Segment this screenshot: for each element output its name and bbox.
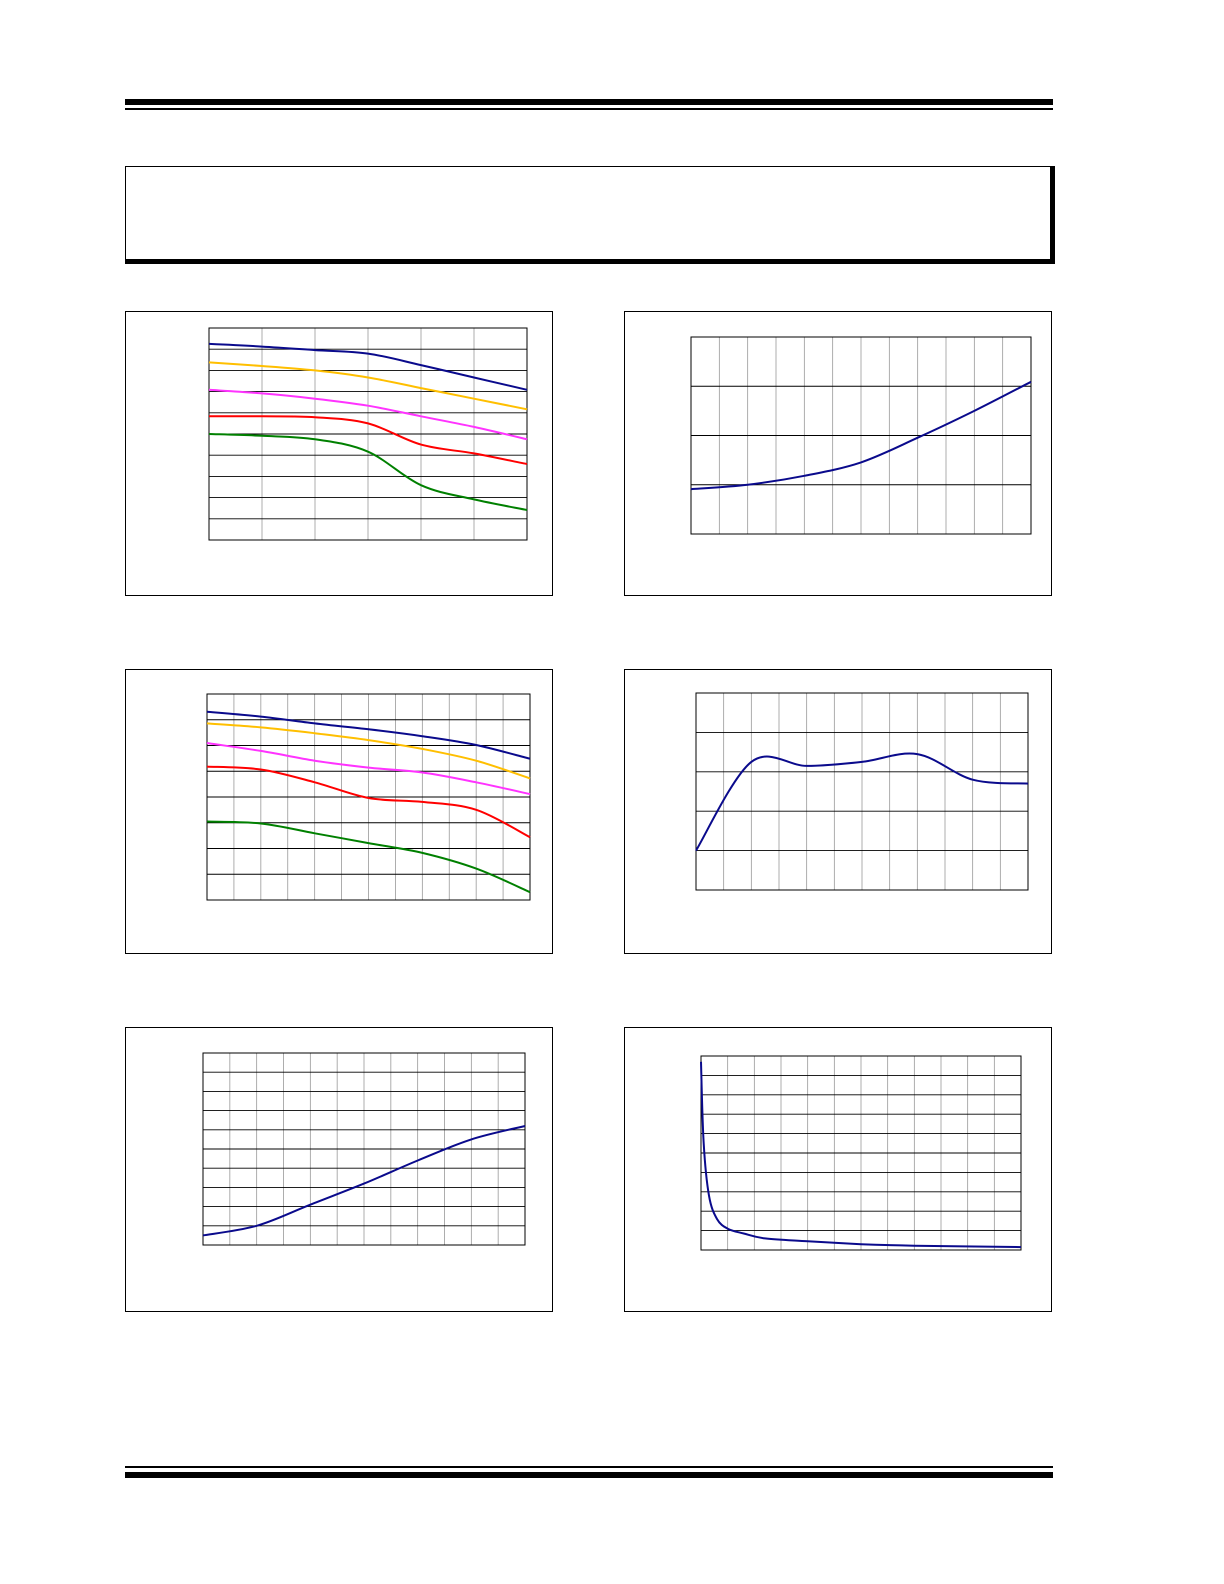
chart-svg-bottom-left	[202, 1052, 526, 1246]
plot-frame	[700, 1055, 1022, 1251]
footer-thin-rule	[125, 1466, 1053, 1468]
header-thin-rule	[125, 108, 1053, 110]
series-line-3	[208, 388, 528, 441]
series-line-1	[206, 710, 531, 760]
series-line-1	[690, 380, 1032, 491]
series-line-5	[208, 433, 528, 511]
series-line-5	[206, 820, 531, 894]
note-box	[125, 166, 1055, 264]
footer-thick-rule	[125, 1472, 1053, 1478]
chart-panel-top-left	[125, 311, 553, 596]
plot-frame	[206, 693, 531, 901]
chart-svg-bottom-right	[700, 1055, 1022, 1251]
chart-svg-middle-right	[695, 692, 1029, 891]
chart-panel-middle-left	[125, 669, 553, 954]
series-line-3	[206, 742, 531, 796]
series-line-1	[695, 752, 1029, 852]
plot-frame	[690, 336, 1032, 535]
chart-svg-top-left	[208, 327, 528, 541]
plot-frame	[695, 692, 1029, 891]
chart-panel-bottom-right	[624, 1027, 1052, 1312]
chart-panel-top-right	[624, 311, 1052, 596]
series-line-1	[208, 342, 528, 391]
series-line-1	[700, 1061, 1022, 1249]
series-line-2	[206, 722, 531, 780]
chart-panel-middle-right	[624, 669, 1052, 954]
series-line-1	[202, 1125, 526, 1237]
chart-svg-top-right	[690, 336, 1032, 535]
chart-panel-bottom-left	[125, 1027, 553, 1312]
plot-frame	[202, 1052, 526, 1246]
series-line-4	[206, 765, 531, 839]
series-line-4	[208, 415, 528, 465]
series-line-2	[208, 361, 528, 411]
header-thick-rule	[125, 99, 1053, 105]
chart-svg-middle-left	[206, 693, 531, 901]
